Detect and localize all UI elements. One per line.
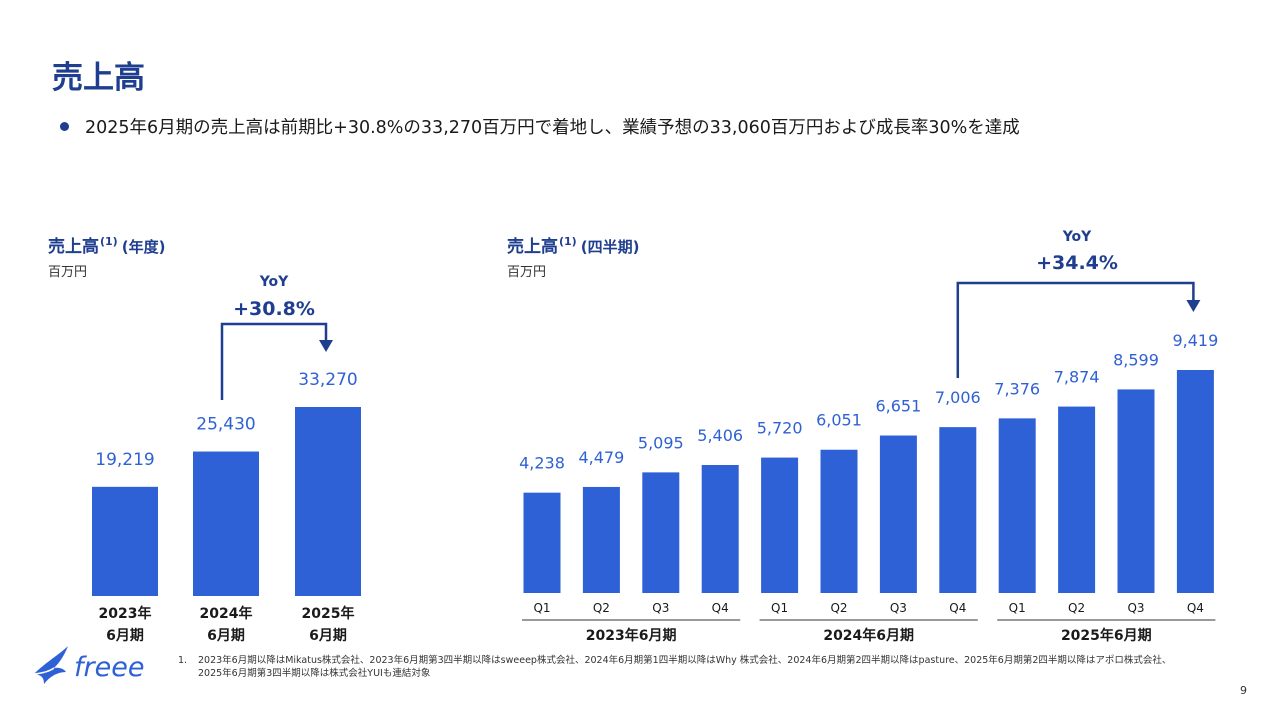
- quarterly-bar: [1176, 370, 1214, 593]
- quarterly-bar: [523, 492, 561, 593]
- quarterly-bar-value-label: 4,479: [578, 448, 624, 467]
- quarter-tick-label: Q4: [949, 601, 966, 615]
- annual-category-label: 6月期: [207, 628, 245, 644]
- quarter-tick-label: Q4: [1187, 601, 1204, 615]
- quarterly-bar: [701, 465, 739, 593]
- quarterly-yoy-arrowhead: [1186, 300, 1201, 312]
- quarter-tick-label: Q2: [830, 601, 847, 615]
- quarterly-bar: [820, 449, 858, 593]
- fiscal-year-group-label: 2025年6月期: [1061, 627, 1152, 644]
- quarterly-bar: [1117, 389, 1155, 593]
- annual-bar-value-label: 25,430: [196, 415, 255, 435]
- annual-title-footnote-ref: (1): [100, 235, 118, 249]
- quarterly-bar-value-label: 5,406: [697, 426, 743, 445]
- annual-category-label: 2025年: [302, 605, 355, 622]
- quarterly-title-footnote-ref: (1): [559, 235, 577, 249]
- annual-category-label: 6月期: [106, 628, 144, 644]
- fiscal-year-group-label: 2023年6月期: [586, 627, 677, 644]
- quarter-tick-label: Q1: [533, 601, 550, 615]
- quarterly-unit: 百万円: [507, 265, 547, 280]
- quarterly-yoy-label: YoY: [1062, 229, 1092, 245]
- bullet-dot-icon: [60, 122, 69, 131]
- quarterly-bar-value-label: 6,651: [875, 397, 921, 416]
- annual-category-label: 2023年: [99, 605, 152, 622]
- quarter-tick-label: Q1: [771, 601, 788, 615]
- annual-yoy-bracket: [220, 322, 328, 400]
- annual-category-label: 2024年: [200, 605, 253, 622]
- annual-title-qualifier: (年度): [121, 238, 166, 256]
- quarterly-bar: [642, 472, 680, 593]
- quarterly-bar-value-label: 5,095: [638, 433, 684, 452]
- quarterly-bar: [939, 427, 977, 593]
- quarterly-bar: [879, 435, 917, 593]
- quarter-tick-label: Q3: [890, 601, 907, 615]
- annual-bar-value-label: 19,219: [95, 450, 154, 470]
- quarter-tick-label: Q2: [1068, 601, 1085, 615]
- page-number: 9: [1240, 684, 1247, 697]
- quarter-tick-label: Q3: [652, 601, 669, 615]
- page-title: 売上高: [52, 60, 145, 96]
- quarterly-bar-value-label: 4,238: [519, 454, 565, 473]
- fiscal-year-group-label: 2024年6月期: [823, 627, 914, 644]
- annual-yoy-arrowhead: [319, 340, 333, 352]
- quarterly-title-qualifier: (四半期): [580, 238, 640, 256]
- annual-bar: [92, 486, 158, 596]
- quarterly-bar-value-label: 8,599: [1113, 350, 1159, 369]
- quarter-tick-label: Q1: [1009, 601, 1026, 615]
- annual-bar: [193, 451, 259, 596]
- quarterly-bar: [582, 486, 620, 593]
- quarterly-chart-title: 売上高(1) (四半期): [507, 232, 639, 257]
- quarterly-bar: [761, 457, 799, 593]
- quarterly-bar: [1058, 406, 1096, 593]
- footnote-line-1: 2023年6月期以降はMikatus株式会社、2023年6月期第3四半期以降はs…: [198, 655, 1172, 666]
- quarterly-yoy-value: +34.4%: [1036, 252, 1118, 274]
- summary-bullet: 2025年6月期の売上高は前期比+30.8%の33,270百万円で着地し、業績予…: [60, 114, 1020, 139]
- freee-bird-logo-icon: freee: [33, 646, 144, 684]
- logo-text: freee: [74, 652, 144, 683]
- quarterly-title-main: 売上高: [507, 237, 558, 257]
- annual-chart-title: 売上高(1) (年度): [48, 232, 165, 257]
- quarterly-bar: [998, 418, 1036, 593]
- quarter-tick-label: Q4: [712, 601, 729, 615]
- annual-category-label: 6月期: [309, 628, 347, 644]
- quarterly-bar-value-label: 5,720: [757, 419, 803, 438]
- quarter-tick-label: Q3: [1127, 601, 1144, 615]
- quarterly-bar-value-label: 7,006: [935, 388, 981, 407]
- annual-yoy-label: YoY: [259, 274, 289, 290]
- quarterly-bar-value-label: 7,376: [994, 379, 1040, 398]
- annual-title-main: 売上高: [48, 237, 99, 257]
- quarter-tick-label: Q2: [593, 601, 610, 615]
- footnote-line-2: 2025年6月期第3四半期以降は株式会社YUIも連結対象: [198, 668, 431, 679]
- quarterly-bar-value-label: 9,419: [1172, 331, 1218, 350]
- quarterly-bar-value-label: 7,874: [1054, 368, 1100, 387]
- footnote-number: 1.: [178, 655, 188, 666]
- annual-bar: [295, 407, 361, 596]
- footnote: 1. 2023年6月期以降はMikatus株式会社、2023年6月期第3四半期以降…: [178, 654, 1248, 680]
- annual-bar-value-label: 33,270: [298, 370, 357, 390]
- annual-unit: 百万円: [48, 265, 88, 280]
- annual-yoy-value: +30.8%: [233, 298, 315, 320]
- quarterly-yoy-bracket: [956, 281, 1195, 378]
- summary-text: 2025年6月期の売上高は前期比+30.8%の33,270百万円で着地し、業績予…: [85, 118, 1020, 138]
- freee-logo: freee: [30, 642, 165, 696]
- quarterly-bar-value-label: 6,051: [816, 411, 862, 430]
